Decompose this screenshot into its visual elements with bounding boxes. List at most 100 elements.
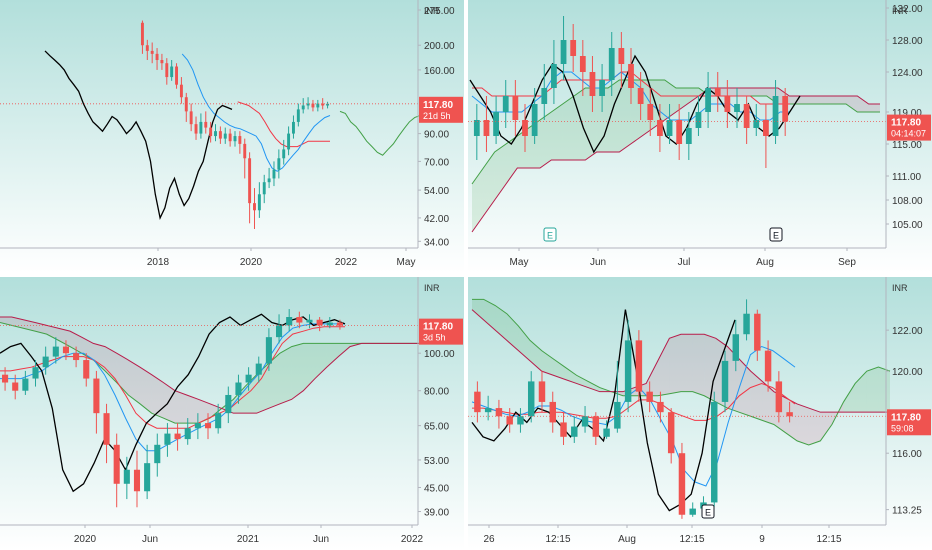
candle[interactable] <box>538 371 546 413</box>
candle[interactable] <box>705 72 711 128</box>
candle[interactable] <box>512 80 519 136</box>
candle[interactable] <box>215 403 222 434</box>
candle[interactable] <box>786 401 793 423</box>
plot-area[interactable]: E <box>468 298 891 519</box>
candle[interactable] <box>62 340 69 361</box>
time-axis[interactable]: May Jun Jul Aug Sep <box>510 248 857 268</box>
candle[interactable] <box>184 92 188 122</box>
candle[interactable] <box>624 319 632 413</box>
candle[interactable] <box>695 96 702 136</box>
candle[interactable] <box>306 97 310 110</box>
candle[interactable] <box>73 346 80 368</box>
candle[interactable] <box>685 112 692 160</box>
price-axis[interactable]: 132.00 128.00 124.00 119.00 115.00 111.00 108.… <box>886 4 923 231</box>
candle[interactable] <box>272 161 276 187</box>
candle[interactable] <box>657 104 663 152</box>
candle[interactable] <box>225 386 232 424</box>
earnings-event-marker[interactable]: E <box>701 504 715 519</box>
candle[interactable] <box>743 96 750 144</box>
candle[interactable] <box>483 96 490 152</box>
candle[interactable] <box>235 374 242 404</box>
candle[interactable] <box>667 408 675 464</box>
price-axis[interactable]: 122.00 120.00 116.00 113.25 INR <box>886 283 923 517</box>
candle[interactable] <box>245 367 252 391</box>
candle[interactable] <box>321 98 325 110</box>
pane-divider-horizontal[interactable] <box>0 273 932 277</box>
candle[interactable] <box>541 64 548 120</box>
chart-svg-bottom-left[interactable]: 100.00 80.00 65.00 53.00 45.00 39.00 INR 117.80… <box>0 277 464 550</box>
candle[interactable] <box>628 48 634 104</box>
candle[interactable] <box>517 408 524 433</box>
candle[interactable] <box>253 188 256 229</box>
candle[interactable] <box>296 103 300 127</box>
candle[interactable] <box>657 391 664 423</box>
candle[interactable] <box>560 16 567 80</box>
candle[interactable] <box>603 420 610 439</box>
candle[interactable] <box>506 408 513 433</box>
candle[interactable] <box>238 131 242 154</box>
candle[interactable] <box>83 353 90 387</box>
candle[interactable] <box>311 99 315 112</box>
candle[interactable] <box>637 72 644 120</box>
time-axis[interactable]: 26 12:15 Aug 12:15 9 12:15 <box>483 525 842 545</box>
candle[interactable] <box>286 309 293 332</box>
chart-pane-top-left[interactable]: 275.00 200.00 160.00 90.00 70.00 54.00 42.00 34… <box>0 0 464 273</box>
candle[interactable] <box>214 124 217 142</box>
candle[interactable] <box>164 423 171 457</box>
candle[interactable] <box>301 98 305 114</box>
candle[interactable] <box>170 60 174 81</box>
candle[interactable] <box>228 128 232 147</box>
candle[interactable] <box>721 350 729 413</box>
candle[interactable] <box>474 381 481 423</box>
candle[interactable] <box>531 88 538 144</box>
earnings-event-marker[interactable]: E <box>769 227 783 242</box>
candle[interactable] <box>326 317 333 329</box>
candle[interactable] <box>635 330 643 402</box>
candle[interactable] <box>570 24 577 72</box>
candle[interactable] <box>154 433 161 477</box>
candle[interactable] <box>113 433 120 508</box>
chart-pane-bottom-left[interactable]: 100.00 80.00 65.00 53.00 45.00 39.00 INR 117.80… <box>0 277 464 550</box>
candle[interactable] <box>165 58 169 85</box>
candle[interactable] <box>711 391 718 507</box>
candle[interactable] <box>608 32 615 96</box>
candle[interactable] <box>223 127 227 144</box>
candle[interactable] <box>676 104 683 160</box>
price-axis[interactable]: 275.00 200.00 160.00 90.00 70.00 54.00 42.00 34… <box>418 6 455 248</box>
candle[interactable] <box>32 360 39 387</box>
candle[interactable] <box>724 80 731 128</box>
candle[interactable] <box>103 403 110 464</box>
candle[interactable] <box>527 371 535 423</box>
plot-area[interactable] <box>0 309 420 508</box>
candle[interactable] <box>218 126 222 144</box>
candle[interactable] <box>764 340 772 392</box>
candle[interactable] <box>204 111 208 134</box>
candle[interactable] <box>678 442 686 519</box>
candle[interactable] <box>502 80 509 128</box>
candle[interactable] <box>618 32 625 88</box>
candle[interactable] <box>257 182 261 218</box>
candle[interactable] <box>199 113 203 139</box>
candle[interactable] <box>743 299 750 341</box>
candle[interactable] <box>123 456 130 500</box>
chart-pane-bottom-right[interactable]: E 122.00 120.00 116.00 113.25 INR 117.80 59:08 2… <box>468 277 932 550</box>
candle[interactable] <box>209 121 213 143</box>
candle[interactable] <box>551 40 557 104</box>
chart-pane-top-right[interactable]: E E 132.00 128.00 124.00 119.00 115.00 111.00 10… <box>468 0 932 273</box>
price-axis[interactable]: 100.00 80.00 65.00 53.00 45.00 39.00 INR <box>418 283 455 519</box>
candle[interactable] <box>493 96 499 144</box>
candle[interactable] <box>277 149 281 179</box>
candle[interactable] <box>614 360 621 433</box>
candle[interactable] <box>754 309 761 361</box>
candle[interactable] <box>189 103 193 132</box>
candle[interactable] <box>265 328 272 371</box>
candle[interactable] <box>560 412 567 445</box>
candle[interactable] <box>144 444 151 500</box>
candle[interactable] <box>175 63 178 89</box>
candle[interactable] <box>233 131 237 147</box>
candle[interactable] <box>22 370 29 395</box>
candle[interactable] <box>133 450 141 508</box>
candle[interactable] <box>248 152 252 224</box>
candle[interactable] <box>296 311 303 329</box>
